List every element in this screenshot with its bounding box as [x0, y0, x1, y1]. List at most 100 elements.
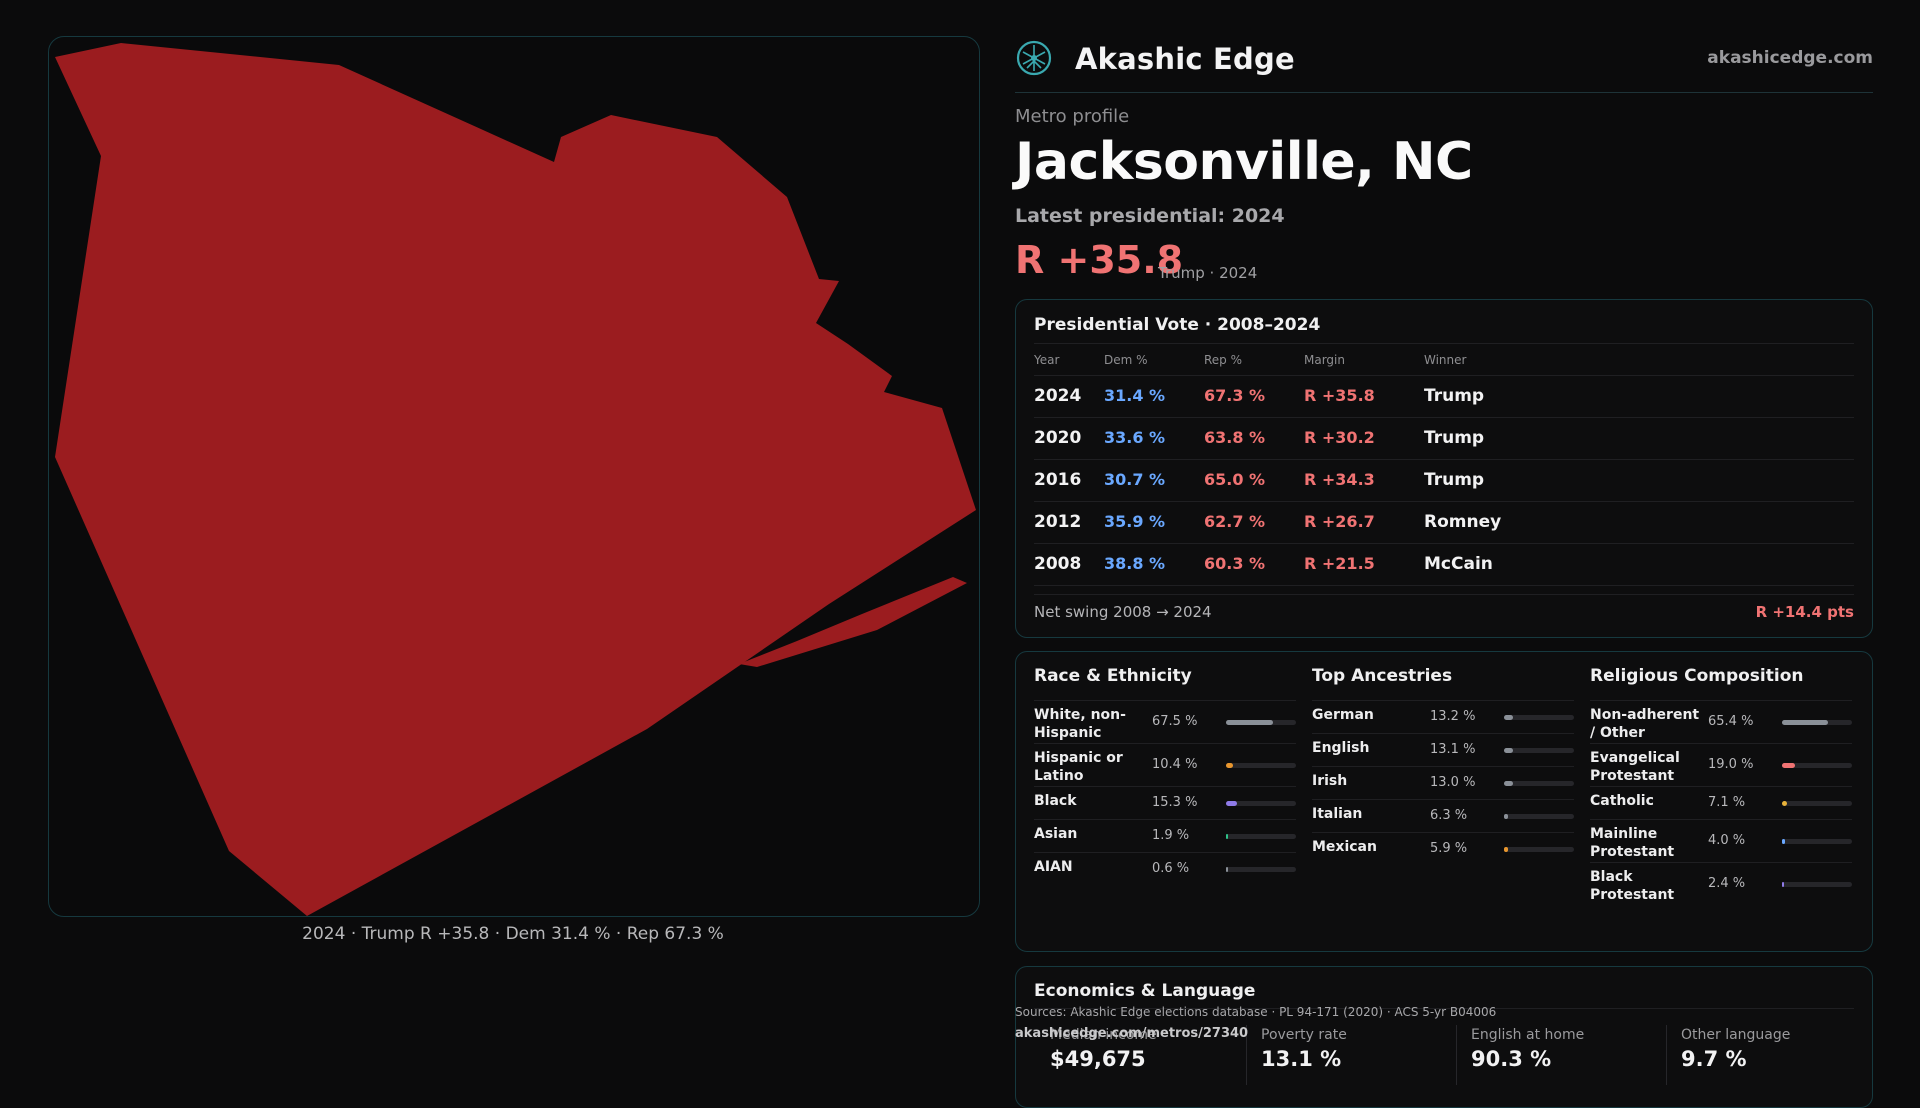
- row-dem-share: 30.7 %: [1104, 470, 1166, 489]
- page-title: Jacksonville, NC: [1015, 132, 1473, 192]
- column-header-winner: Winner: [1424, 353, 1467, 367]
- brand-name: Akashic Edge: [1075, 42, 1295, 76]
- demographic-label: English: [1312, 740, 1370, 756]
- demographic-bar-fill: [1226, 867, 1229, 872]
- row-margin: R +35.8: [1304, 386, 1375, 405]
- akashic-edge-logo-icon: [1016, 40, 1052, 76]
- metro-map[interactable]: [48, 36, 980, 917]
- stat-other-language: Other language 9.7 %: [1681, 1027, 1790, 1071]
- ancestry-section: Top Ancestries German 13.2 % English 13.1 %…: [1312, 666, 1574, 865]
- presidential-vote-table: Year Dem % Rep % Margin Winner 2024 31.4…: [1034, 348, 1854, 586]
- demographic-row: AIAN 0.6 %: [1034, 852, 1296, 885]
- demographic-bar-fill: [1504, 715, 1514, 720]
- demographic-percent: 15.3 %: [1152, 795, 1198, 810]
- permalink[interactable]: akashicedge.com/metros/27340: [1015, 1026, 1249, 1041]
- demographic-row: German 13.2 %: [1312, 700, 1574, 733]
- stat-value: 13.1 %: [1261, 1047, 1342, 1071]
- demographic-bar-fill: [1782, 720, 1828, 725]
- demographics-card: Race & Ethnicity White, non-Hispanic 67.5…: [1015, 651, 1873, 952]
- demographic-label: Catholic: [1590, 793, 1654, 809]
- stat-median-income: Median income $49,675: [1050, 1027, 1157, 1071]
- demographic-label: White, non-Hispanic: [1034, 707, 1126, 741]
- demographic-label: Mexican: [1312, 839, 1377, 855]
- demographic-row: Black Protestant 2.4 %: [1590, 862, 1852, 905]
- metro-boundary-shape[interactable]: [55, 43, 976, 916]
- demographic-row: Irish 13.0 %: [1312, 766, 1574, 799]
- row-dem-share: 33.6 %: [1104, 428, 1166, 447]
- divider: [1456, 1025, 1457, 1085]
- stat-value: 90.3 %: [1471, 1047, 1552, 1071]
- row-margin: R +21.5: [1304, 554, 1375, 573]
- row-year: 2008: [1034, 554, 1082, 574]
- demographic-bar-fill: [1504, 748, 1514, 753]
- demographic-percent: 5.9 %: [1430, 841, 1468, 856]
- demographic-row: English 13.1 %: [1312, 733, 1574, 766]
- demographic-bar-fill: [1226, 801, 1237, 806]
- presidential-vote-title: Presidential Vote · 2008–2024: [1034, 315, 1321, 335]
- demographic-bar-fill: [1226, 834, 1229, 839]
- metro-profile-label: Metro profile: [1015, 106, 1130, 127]
- demographic-bar: [1226, 763, 1296, 768]
- demographic-bar-fill: [1504, 781, 1514, 786]
- race-ethnicity-title: Race & Ethnicity: [1034, 666, 1192, 686]
- divider: [1034, 343, 1854, 344]
- demographic-label: Asian: [1034, 826, 1078, 842]
- demographic-percent: 65.4 %: [1708, 714, 1754, 729]
- demographic-percent: 7.1 %: [1708, 795, 1746, 810]
- row-winner: Trump: [1424, 428, 1485, 448]
- stat-label: English at home: [1471, 1027, 1585, 1043]
- demographic-bar: [1782, 763, 1852, 768]
- demographic-percent: 10.4 %: [1152, 757, 1198, 772]
- stat-label: Median income: [1050, 1027, 1157, 1043]
- demographic-bar-fill: [1504, 814, 1509, 819]
- ancestry-list: German 13.2 % English 13.1 % Irish 13.0 % Ital…: [1312, 700, 1574, 865]
- demographic-row: White, non-Hispanic 67.5 %: [1034, 700, 1296, 743]
- demographic-row: Black 15.3 %: [1034, 786, 1296, 819]
- stat-value: $49,675: [1050, 1047, 1146, 1071]
- column-header-year: Year: [1034, 353, 1060, 367]
- demographic-row: Evangelical Protestant 19.0 %: [1590, 743, 1852, 786]
- row-dem-share: 35.9 %: [1104, 512, 1166, 531]
- stat-value: 9.7 %: [1681, 1047, 1747, 1071]
- headline-margin: R +35.8: [1015, 238, 1184, 282]
- demographic-label: Italian: [1312, 806, 1363, 822]
- demographic-bar-fill: [1782, 763, 1796, 768]
- demographic-row: Hispanic or Latino 10.4 %: [1034, 743, 1296, 786]
- race-ethnicity-section: Race & Ethnicity White, non-Hispanic 67.5…: [1034, 666, 1296, 885]
- demographic-percent: 67.5 %: [1152, 714, 1198, 729]
- divider: [1034, 1008, 1854, 1009]
- demographic-bar-fill: [1226, 763, 1234, 768]
- demographic-row: Mexican 5.9 %: [1312, 832, 1574, 865]
- table-row: 2024 31.4 % 67.3 % R +35.8 Trump: [1034, 376, 1854, 418]
- demographic-bar-fill: [1782, 801, 1787, 806]
- demographic-bar: [1782, 720, 1852, 725]
- table-header: Year Dem % Rep % Margin Winner: [1034, 348, 1854, 376]
- stat-english-at-home: English at home 90.3 %: [1471, 1027, 1584, 1071]
- row-year: 2024: [1034, 386, 1082, 406]
- demographic-label: Non-adherent / Other: [1590, 707, 1700, 741]
- brand-url-link[interactable]: akashicedge.com: [1707, 48, 1873, 68]
- table-row: 2020 33.6 % 63.8 % R +30.2 Trump: [1034, 418, 1854, 460]
- demographic-row: Italian 6.3 %: [1312, 799, 1574, 832]
- row-margin: R +34.3: [1304, 470, 1375, 489]
- demographic-label: AIAN: [1034, 859, 1073, 875]
- brand-header: Akashic Edge akashicedge.com: [1015, 36, 1873, 93]
- stat-poverty-rate: Poverty rate 13.1 %: [1261, 1027, 1347, 1071]
- demographic-label: Black: [1034, 793, 1077, 809]
- map-caption: 2024 · Trump R +35.8 · Dem 31.4 % · Rep …: [302, 924, 724, 944]
- economics-title: Economics & Language: [1034, 981, 1256, 1001]
- religion-list: Non-adherent / Other 65.4 % Evangelical Pr…: [1590, 700, 1852, 905]
- demographic-percent: 1.9 %: [1152, 828, 1190, 843]
- table-row: 2008 38.8 % 60.3 % R +21.5 McCain: [1034, 544, 1854, 586]
- net-swing-label: Net swing 2008 → 2024: [1034, 603, 1212, 621]
- row-rep-share: 60.3 %: [1204, 554, 1266, 573]
- row-margin: R +26.7: [1304, 512, 1375, 531]
- demographic-bar: [1504, 781, 1574, 786]
- column-header-dem: Dem %: [1104, 353, 1148, 367]
- demographic-bar: [1504, 715, 1574, 720]
- ancestry-title: Top Ancestries: [1312, 666, 1453, 686]
- demographic-percent: 6.3 %: [1430, 808, 1468, 823]
- demographic-percent: 19.0 %: [1708, 757, 1754, 772]
- divider: [1666, 1025, 1667, 1085]
- table-row: 2016 30.7 % 65.0 % R +34.3 Trump: [1034, 460, 1854, 502]
